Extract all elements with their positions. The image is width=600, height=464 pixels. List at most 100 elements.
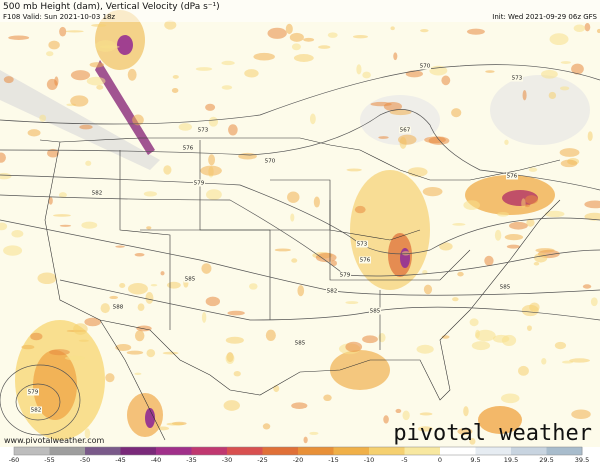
- speckle: [291, 258, 298, 263]
- colorbar-label: -25: [257, 456, 268, 464]
- speckle: [416, 344, 434, 354]
- speckle: [79, 124, 93, 130]
- speckle: [262, 423, 271, 430]
- speckle: [549, 33, 569, 46]
- contour-labels: 570 573 567 573 576 570 579 582 576 573 576 579 582 5…: [27, 62, 523, 414]
- speckle: [58, 192, 67, 199]
- speckle: [285, 23, 293, 35]
- speckle: [559, 148, 580, 157]
- header-backdrop: [0, 0, 600, 22]
- speckle: [49, 349, 70, 356]
- speckle: [559, 86, 570, 91]
- contour-label: 582: [327, 289, 338, 295]
- speckle: [244, 69, 259, 78]
- speckle: [206, 189, 222, 200]
- speckle: [352, 35, 368, 39]
- speckle: [73, 323, 88, 335]
- speckle: [127, 68, 137, 81]
- speckle: [492, 334, 510, 343]
- contour-label: 573: [512, 76, 523, 82]
- logo: pivotal weather: [393, 421, 592, 446]
- speckle: [525, 195, 539, 205]
- speckle: [504, 139, 509, 145]
- speckle: [534, 252, 548, 263]
- colorbar-label: 0: [438, 456, 442, 464]
- contour-label: 585: [185, 277, 196, 283]
- label-backdrop: [91, 189, 103, 197]
- speckle: [466, 28, 485, 35]
- speckle: [584, 200, 600, 209]
- speckle: [37, 272, 57, 285]
- speckle: [293, 54, 314, 62]
- speckle: [134, 252, 145, 257]
- speckle: [146, 349, 156, 358]
- speckle: [166, 281, 181, 289]
- borders: [39, 137, 561, 441]
- speckle: [526, 218, 535, 227]
- speckle: [287, 191, 300, 203]
- speckle: [330, 260, 337, 267]
- valid-time: F108 Valid: Sun 2021-10-03 18z: [3, 13, 115, 21]
- colorbar-swatch: [191, 447, 228, 455]
- speckle: [227, 310, 245, 316]
- speckle: [100, 303, 110, 314]
- speckle: [21, 344, 35, 350]
- speckle: [560, 61, 572, 64]
- colorbar-label: 29.5: [539, 456, 553, 464]
- colorbar-label: 9.5: [470, 456, 480, 464]
- colorbar-label: -20: [293, 456, 304, 464]
- speckle: [291, 43, 301, 51]
- speckle: [522, 90, 527, 101]
- speckle: [548, 91, 557, 99]
- speckle: [91, 23, 107, 27]
- speckle: [346, 168, 362, 172]
- contour-label: 579: [28, 390, 39, 396]
- colorbar-label: -10: [364, 456, 375, 464]
- speckle: [115, 343, 132, 351]
- colorbar-swatch: [440, 447, 476, 455]
- speckle: [485, 70, 495, 73]
- colorbar-label: -40: [151, 456, 162, 464]
- speckle: [535, 248, 555, 253]
- speckle: [119, 282, 126, 289]
- speckle: [309, 113, 316, 125]
- speckle: [221, 60, 235, 66]
- speckle: [463, 200, 481, 210]
- speckle: [290, 213, 295, 222]
- colorbar-swatch: [475, 447, 512, 455]
- speckle: [541, 357, 547, 365]
- height-contours: [0, 64, 600, 436]
- speckle: [89, 62, 105, 68]
- colorbar-swatch: [49, 447, 86, 455]
- speckle: [146, 226, 152, 230]
- speckle: [136, 325, 152, 332]
- speckle: [8, 35, 30, 40]
- speckle: [162, 351, 179, 355]
- colorbar-swatch: [14, 447, 50, 455]
- speckle: [401, 251, 410, 256]
- speckle: [85, 160, 92, 166]
- colorbar-label: -50: [80, 456, 91, 464]
- speckle: [313, 196, 320, 208]
- speckle: [205, 296, 221, 307]
- label-backdrop: [499, 283, 511, 291]
- speckle: [407, 167, 428, 177]
- speckle: [143, 191, 157, 197]
- map-title: 500 mb Height (dam), Vertical Velocity (…: [3, 2, 220, 12]
- speckle: [596, 28, 600, 34]
- speckle: [303, 37, 315, 42]
- contour-label: 573: [198, 128, 209, 134]
- speckle: [390, 26, 395, 31]
- speckle: [469, 318, 479, 327]
- speckle: [221, 85, 233, 90]
- speckle: [132, 114, 144, 126]
- speckle: [541, 69, 558, 79]
- speckle: [274, 248, 291, 252]
- speckle: [506, 244, 521, 249]
- colorbar-label: -30: [222, 456, 233, 464]
- speckle: [30, 332, 43, 341]
- colorbar-label: -15: [328, 456, 339, 464]
- colorbar-frame: [13, 446, 583, 456]
- speckle: [528, 167, 538, 172]
- speckle: [134, 372, 142, 376]
